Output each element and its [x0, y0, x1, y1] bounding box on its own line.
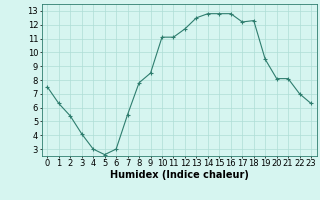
X-axis label: Humidex (Indice chaleur): Humidex (Indice chaleur)	[110, 170, 249, 180]
